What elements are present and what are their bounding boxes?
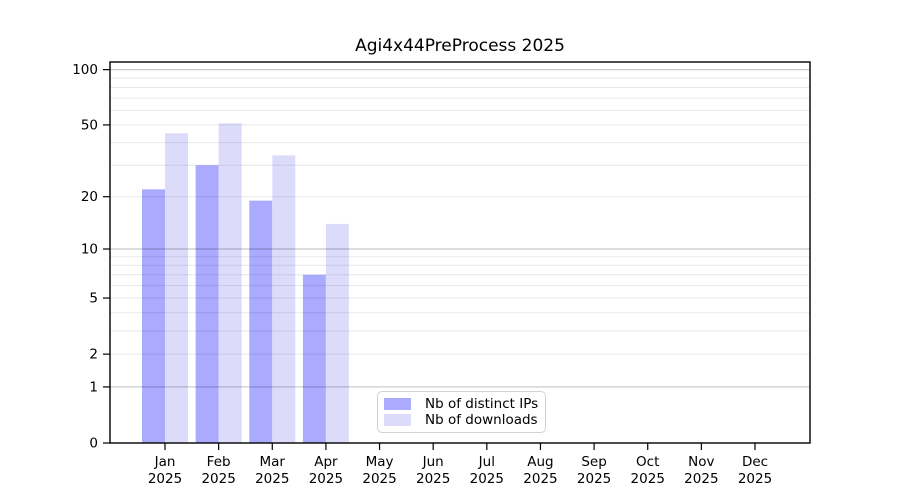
y-tick-label: 10 [81, 242, 98, 258]
bar-distinct-ips-feb [195, 165, 219, 443]
x-tick-label-month: Aug [527, 454, 553, 470]
bar-downloads-apr [325, 223, 349, 443]
y-tick-label: 5 [89, 291, 98, 307]
legend-label-distinct-ips: Nb of distinct IPs [425, 396, 539, 412]
plot-border [109, 61, 811, 444]
bar-downloads-mar [272, 155, 296, 443]
x-tick-label-year: 2025 [309, 471, 343, 487]
x-tick-label-month: Jul [478, 454, 495, 470]
bar-downloads-jan [165, 133, 188, 443]
legend-entry-downloads: Nb of downloads [384, 412, 538, 428]
x-tick-label-year: 2025 [738, 471, 772, 487]
x-tick-label-year: 2025 [684, 471, 718, 487]
x-tick-label-year: 2025 [201, 471, 235, 487]
x-tick-label-month: Jun [422, 454, 444, 470]
legend-entry-distinct-ips: Nb of distinct IPs [384, 396, 539, 412]
x-tick-label-month: Oct [636, 454, 659, 470]
bar-downloads-feb [218, 123, 242, 443]
legend: Nb of distinct IPs Nb of downloads [377, 391, 546, 433]
x-tick-label-year: 2025 [148, 471, 182, 487]
y-tick-label: 2 [89, 347, 98, 363]
bar-distinct-ips-mar [249, 200, 273, 443]
y-tick-label: 50 [81, 117, 98, 133]
chart-title: Agi4x44PreProcess 2025 [355, 36, 565, 56]
x-tick-label-month: Mar [260, 454, 286, 470]
y-tick-label: 0 [89, 436, 98, 452]
x-tick-label-month: Nov [688, 454, 714, 470]
x-tick-label-year: 2025 [255, 471, 289, 487]
x-tick-label-month: Apr [314, 454, 338, 470]
y-tick-label: 1 [89, 379, 98, 395]
bar-distinct-ips-apr [302, 274, 326, 443]
y-tick-label: 100 [72, 62, 98, 78]
x-tick-label-year: 2025 [577, 471, 611, 487]
x-tick-label-year: 2025 [631, 471, 665, 487]
x-tick-label-month: Jan [154, 454, 176, 470]
legend-label-downloads: Nb of downloads [425, 412, 538, 428]
x-tick-label-year: 2025 [416, 471, 450, 487]
x-tick-label-month: Feb [207, 454, 231, 470]
x-tick-label-year: 2025 [362, 471, 396, 487]
legend-swatch-downloads [384, 414, 411, 426]
x-tick-label-year: 2025 [470, 471, 504, 487]
bar-distinct-ips-jan [142, 189, 165, 443]
x-tick-label-month: Dec [742, 454, 768, 470]
x-tick-label-month: May [366, 454, 394, 470]
y-tick-label: 20 [81, 189, 98, 205]
x-tick-label-year: 2025 [523, 471, 557, 487]
legend-swatch-distinct-ips [384, 398, 411, 410]
x-tick-label-month: Sep [581, 454, 606, 470]
